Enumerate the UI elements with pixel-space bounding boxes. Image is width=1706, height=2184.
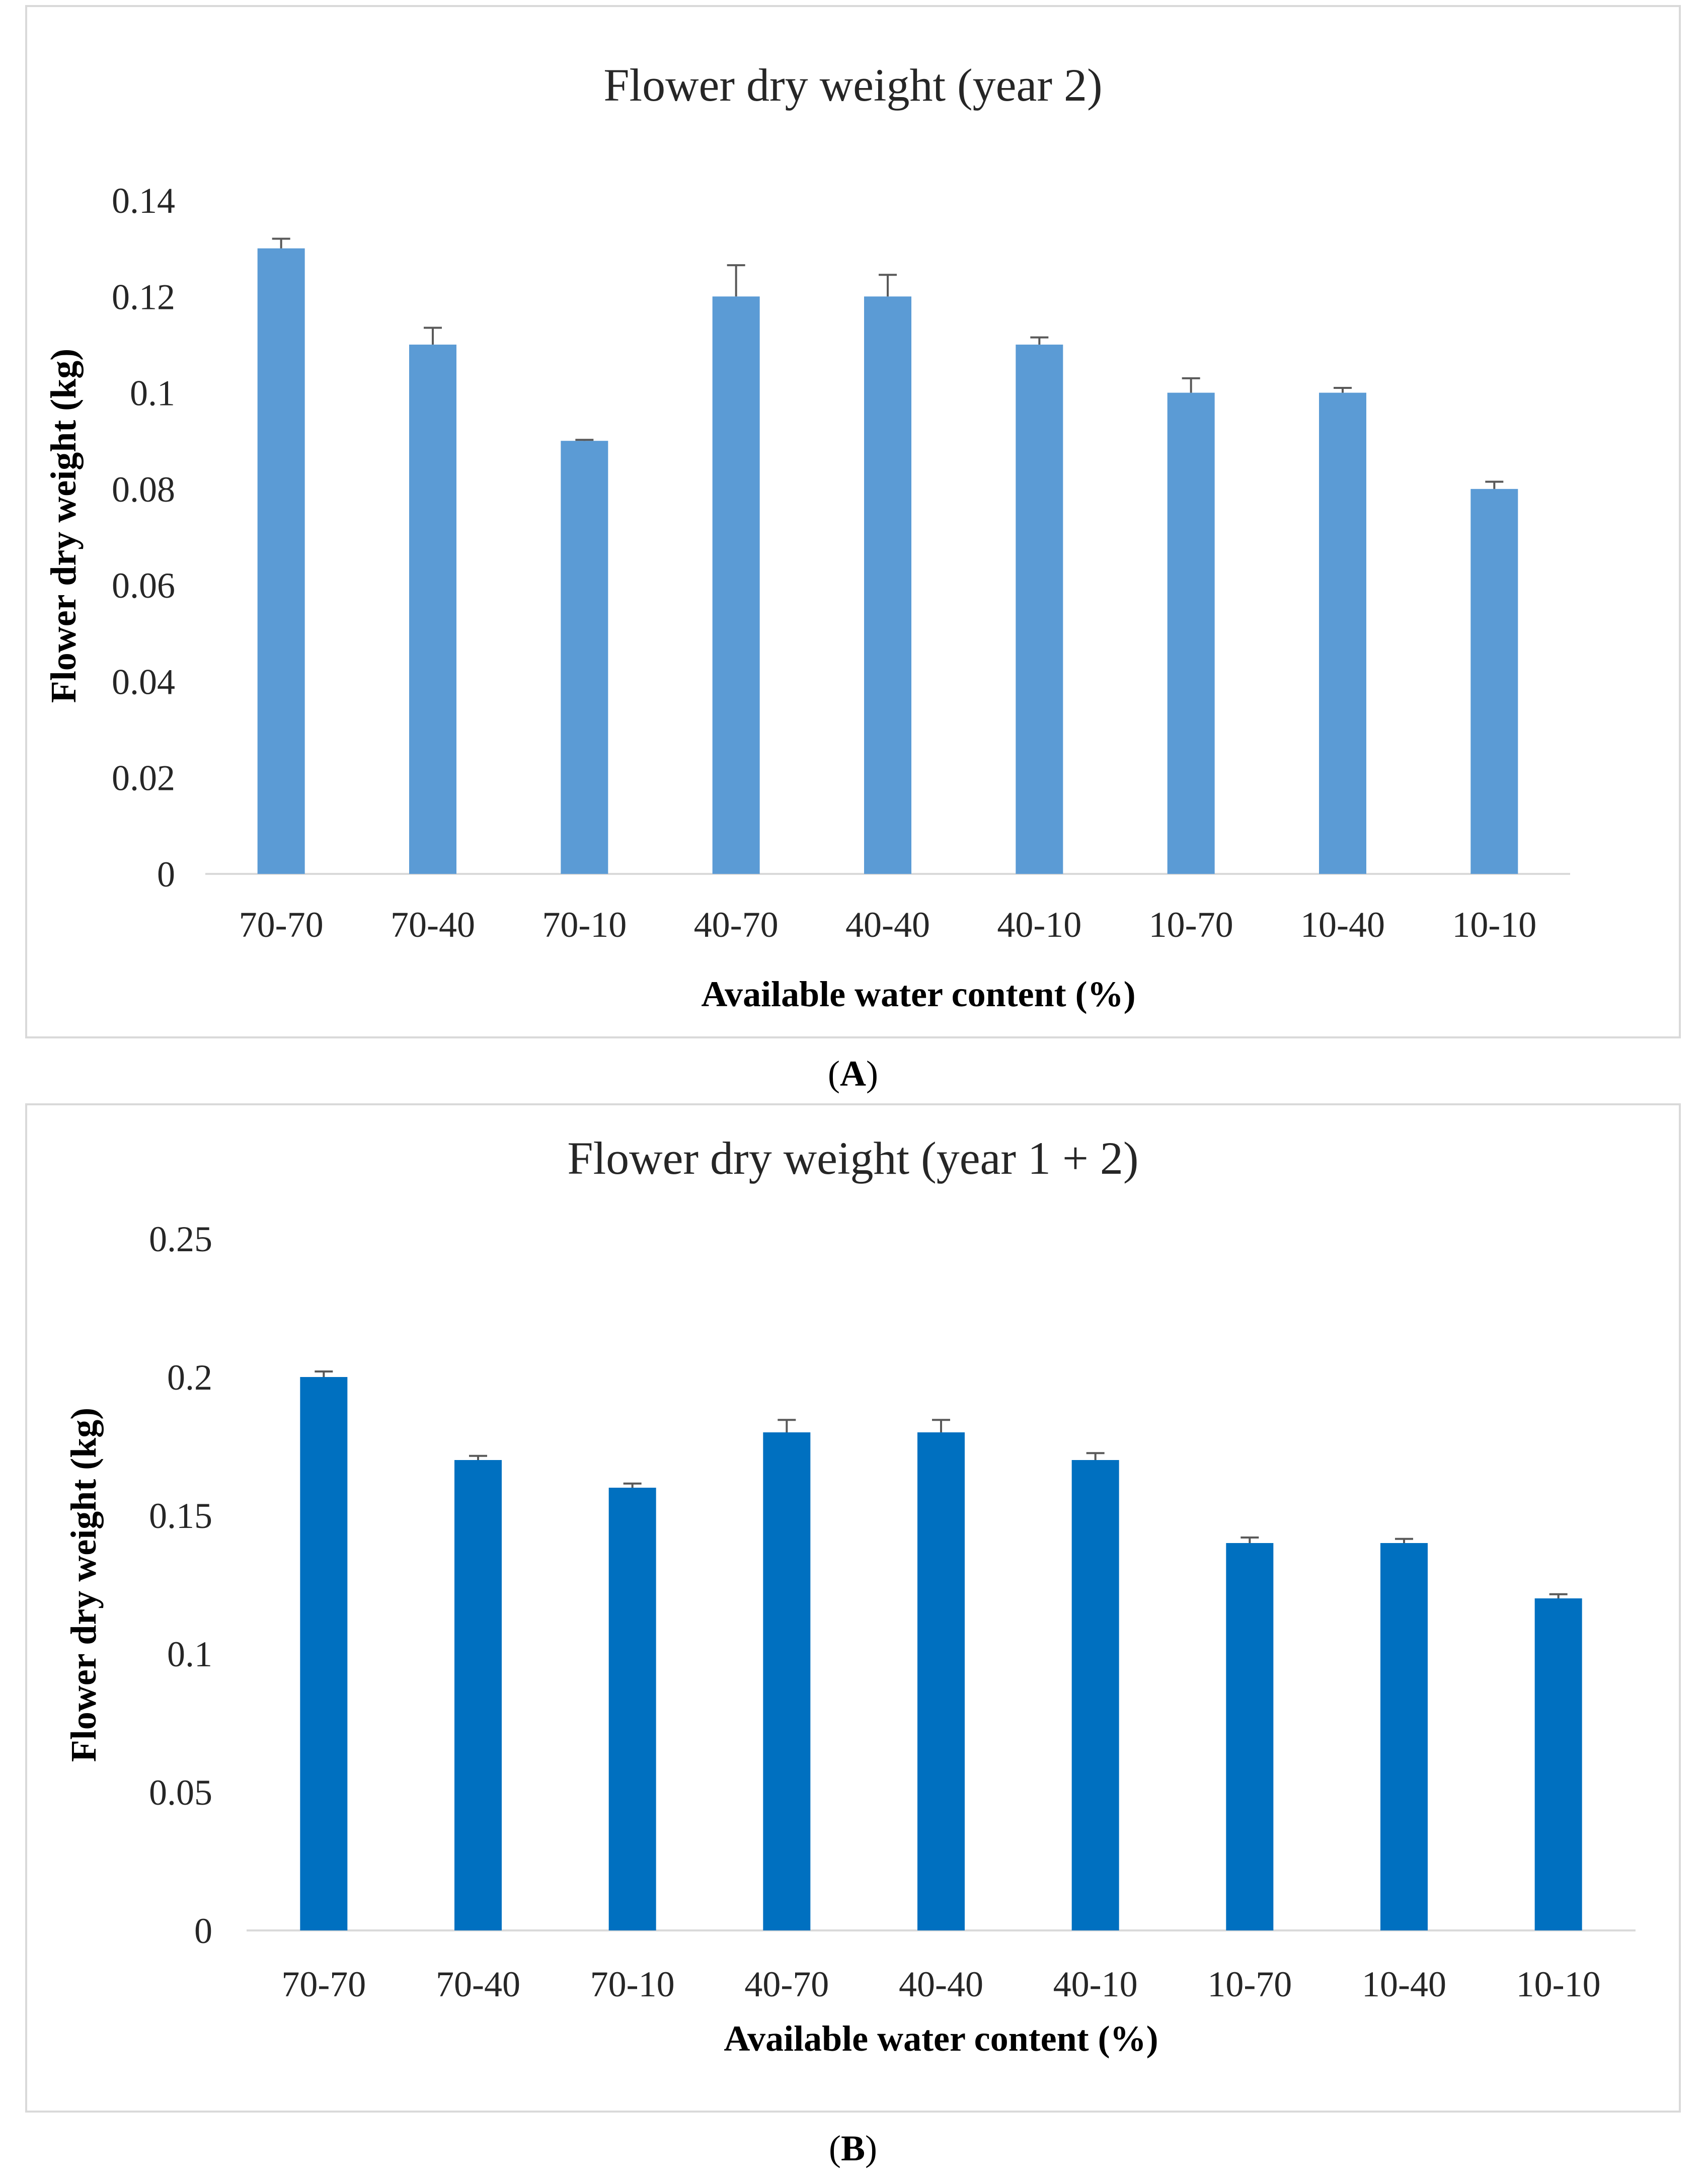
error-bar [1549, 1593, 1568, 1598]
bar [257, 248, 305, 874]
x-tick-label: 70-10 [590, 1964, 675, 2004]
x-tick-label: 10-70 [1149, 905, 1233, 945]
chart-a-title: Flower dry weight (year 2) [603, 59, 1102, 111]
y-tick-label: 0.14 [112, 181, 175, 221]
x-tick-label: 10-70 [1207, 1964, 1292, 2004]
bar [1071, 1460, 1119, 1930]
x-tick-label: 10-40 [1362, 1964, 1446, 2004]
error-bar [623, 1482, 642, 1488]
caption-b-open: ( [829, 2128, 841, 2168]
bar [1319, 392, 1366, 874]
x-tick-label: 40-10 [997, 905, 1081, 945]
error-bar [272, 237, 290, 249]
caption-a-letter: A [840, 1054, 866, 1094]
error-bar [1485, 480, 1504, 489]
bar [917, 1432, 965, 1930]
x-tick-label: 70-70 [281, 1964, 366, 2004]
bar [1016, 344, 1063, 874]
bar [1226, 1543, 1274, 1930]
caption-a-open: ( [828, 1054, 840, 1094]
x-tick-label: 70-70 [239, 905, 324, 945]
chart-b-y-ticks: 0 0.05 0.1 0.15 0.2 0.25 [149, 1219, 212, 1951]
chart-b-bars [300, 1377, 1582, 1930]
chart-b-error-bars [315, 1370, 1568, 1598]
y-tick-label: 0.12 [112, 277, 175, 317]
error-bar [932, 1419, 950, 1432]
error-bar [1334, 387, 1352, 393]
x-tick-label: 40-70 [744, 1964, 829, 2004]
y-tick-label: 0.06 [112, 565, 175, 606]
chart-b-x-label: Available water content (%) [724, 2018, 1158, 2059]
x-tick-label: 40-40 [899, 1964, 983, 2004]
x-tick-label: 40-40 [845, 905, 930, 945]
bar [712, 296, 760, 874]
error-bar [727, 264, 745, 297]
error-bar [1086, 1452, 1105, 1460]
error-bar [469, 1454, 487, 1460]
bar [1167, 392, 1215, 874]
bar [1534, 1598, 1582, 1930]
bar [864, 296, 911, 874]
x-tick-label: 10-10 [1516, 1964, 1601, 2004]
bar [608, 1488, 656, 1930]
bar [1470, 489, 1518, 874]
error-bar [1240, 1536, 1259, 1543]
bar [1380, 1543, 1428, 1930]
x-tick-label: 40-70 [694, 905, 779, 945]
chart-b-y-label: Flower dry weight (kg) [63, 1408, 104, 1762]
chart-a-x-ticks: 70-70 70-40 70-10 40-70 40-40 40-10 10-70 10-40… [239, 905, 1537, 945]
y-tick-label: 0.1 [167, 1634, 212, 1674]
y-tick-label: 0.05 [149, 1772, 212, 1813]
bar [561, 441, 608, 874]
x-tick-label: 10-40 [1300, 905, 1385, 945]
bar [409, 344, 456, 874]
error-bar [1182, 377, 1200, 393]
error-bar [1030, 336, 1049, 345]
chart-a-bars [257, 248, 1518, 874]
y-tick-label: 0.04 [112, 662, 175, 702]
y-tick-label: 0.1 [130, 373, 175, 414]
y-tick-label: 0 [157, 854, 175, 895]
x-tick-label: 70-40 [391, 905, 475, 945]
caption-b-close: ) [865, 2128, 877, 2168]
error-bar [1395, 1538, 1413, 1543]
chart-a-y-label: Flower dry weight (kg) [43, 349, 84, 703]
chart-b: Flower dry weight (year 1 + 2) 00.050.10… [25, 1103, 1681, 2113]
x-tick-label: 70-10 [542, 905, 627, 945]
caption-b-letter: B [841, 2128, 865, 2168]
y-tick-label: 0.2 [167, 1357, 212, 1398]
caption-a-close: ) [866, 1054, 878, 1094]
x-tick-label: 10-10 [1452, 905, 1536, 945]
y-tick-label: 0.25 [149, 1219, 212, 1259]
error-bar [778, 1419, 796, 1432]
chart-b-frame [25, 1103, 1681, 2113]
chart-a: Flower dry weight (year 2) 0 0.02 0.04 0.06… [25, 5, 1681, 1038]
y-tick-label: 0.08 [112, 469, 175, 510]
chart-a-error-bars [272, 237, 1504, 489]
chart-b-x-ticks: 70-70 70-40 70-10 40-70 40-40 40-10 10-70 10-40… [281, 1964, 1600, 2004]
caption-a: (A) [828, 1054, 878, 1094]
chart-b-title: Flower dry weight (year 1 + 2) [567, 1133, 1138, 1184]
error-bar [315, 1370, 333, 1377]
y-tick-label: 0.15 [149, 1496, 212, 1536]
x-tick-label: 40-10 [1053, 1964, 1138, 2004]
error-bar [575, 439, 594, 441]
error-bar [424, 327, 442, 345]
bar [763, 1432, 811, 1930]
error-bar [879, 274, 897, 297]
chart-a-y-ticks: 0 0.02 0.04 0.06 0.08 0.1 0.12 0.14 [112, 181, 175, 895]
bar [454, 1460, 502, 1930]
bar [300, 1377, 348, 1930]
caption-b: (B) [829, 2128, 877, 2168]
y-tick-label: 0 [194, 1911, 212, 1951]
x-tick-label: 70-40 [436, 1964, 520, 2004]
chart-a-x-label: Available water content (%) [701, 974, 1135, 1014]
y-tick-label: 0.02 [112, 758, 175, 798]
